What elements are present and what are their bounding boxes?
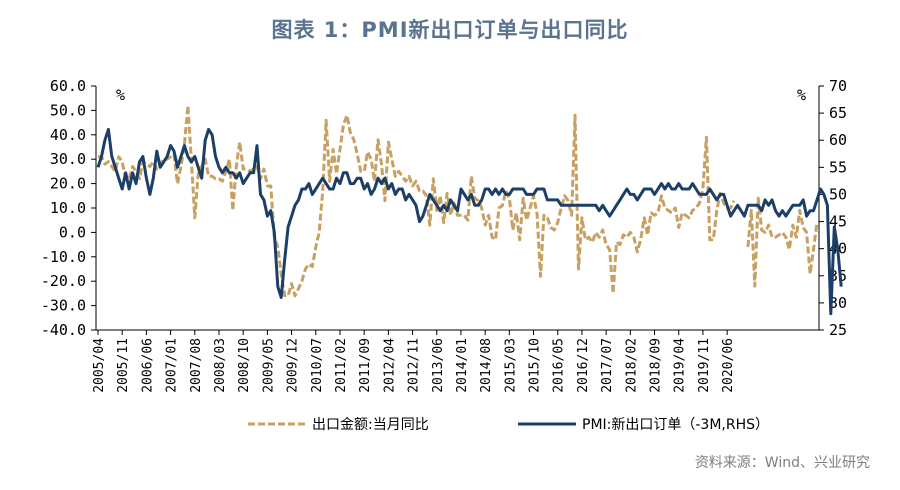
left-axis-unit: % xyxy=(116,86,125,104)
x-tick-label: 2015/03 xyxy=(503,338,518,393)
x-tick-label: 2006/06 xyxy=(140,338,155,393)
x-tick-label: 2012/11 xyxy=(407,338,422,393)
series-layer xyxy=(96,104,843,316)
left-axis: 60.0 50.0 40.0 30.0 20.0 10.0 0.0 -10.0 -20.0 -30… xyxy=(41,77,125,339)
left-tick-label: -30.0 xyxy=(41,297,86,315)
left-tick-label: 40.0 xyxy=(50,126,86,144)
x-tick-label: 2011/09 xyxy=(358,338,373,393)
x-tick-label: 2008/03 xyxy=(213,338,228,393)
left-tick-label: 10.0 xyxy=(50,199,86,217)
x-tick-label: 2019/04 xyxy=(673,338,688,393)
x-tick-label: 2009/05 xyxy=(261,338,276,393)
x-tick-label: 2007/08 xyxy=(189,338,204,393)
left-tick-label: -10.0 xyxy=(41,248,86,266)
left-tick-label: -40.0 xyxy=(41,321,86,339)
x-tick-label: 2018/02 xyxy=(624,338,639,393)
x-tick-label: 2005/11 xyxy=(116,338,131,393)
x-tick-label: 2011/02 xyxy=(334,338,349,393)
right-tick-label: 25 xyxy=(829,321,847,339)
x-tick-label: 2013/06 xyxy=(431,338,446,393)
right-tick-label: 50 xyxy=(829,185,847,203)
right-tick-label: 65 xyxy=(829,104,847,122)
left-tick-label: 50.0 xyxy=(50,101,86,119)
x-tick-label: 2007/01 xyxy=(165,338,180,393)
x-tick-label: 2019/11 xyxy=(697,338,712,393)
x-tick-label: 2005/04 xyxy=(92,338,107,393)
x-tick-label: 2015/10 xyxy=(528,338,543,393)
x-tick-label: 2020/06 xyxy=(721,338,736,393)
left-tick-label: 60.0 xyxy=(50,77,86,95)
x-tick-label: 2010/07 xyxy=(310,338,325,393)
x-tick-label: 2012/04 xyxy=(382,338,397,393)
x-tick-label: 2017/07 xyxy=(600,338,615,393)
series-line-2 xyxy=(96,127,843,316)
legend-label-2: PMI:新出口订单（-3M,RHS） xyxy=(582,417,769,433)
chart-title: 图表 1：PMI新出口订单与出口同比 xyxy=(271,18,629,42)
left-tick-label: -20.0 xyxy=(41,272,86,290)
legend-label-1: 出口金额:当月同比 xyxy=(312,417,429,433)
source-note: 资料来源：Wind、兴业研究 xyxy=(694,455,870,471)
left-tick-label: 0.0 xyxy=(59,223,86,241)
x-axis: 2005/04 2005/11 2006/06 2007/01 2007/08 2008/… xyxy=(92,330,736,393)
right-axis-unit: % xyxy=(797,86,806,104)
x-tick-label: 2014/01 xyxy=(455,338,470,393)
legend: 出口金额:当月同比 PMI:新出口订单（-3M,RHS） xyxy=(248,417,769,433)
left-tick-label: 30.0 xyxy=(50,150,86,168)
x-tick-label: 2008/10 xyxy=(237,338,252,393)
x-tick-label: 2016/05 xyxy=(552,338,567,393)
x-tick-label: 2018/09 xyxy=(649,338,664,393)
left-tick-label: 20.0 xyxy=(50,175,86,193)
right-tick-label: 45 xyxy=(829,213,847,231)
x-tick-label: 2009/12 xyxy=(286,338,301,393)
right-tick-label: 30 xyxy=(829,294,847,312)
right-tick-label: 70 xyxy=(829,77,847,95)
x-tick-label: 2014/08 xyxy=(479,338,494,393)
x-tick-label: 2016/12 xyxy=(576,338,591,393)
right-tick-label: 60 xyxy=(829,131,847,149)
right-tick-label: 55 xyxy=(829,158,847,176)
